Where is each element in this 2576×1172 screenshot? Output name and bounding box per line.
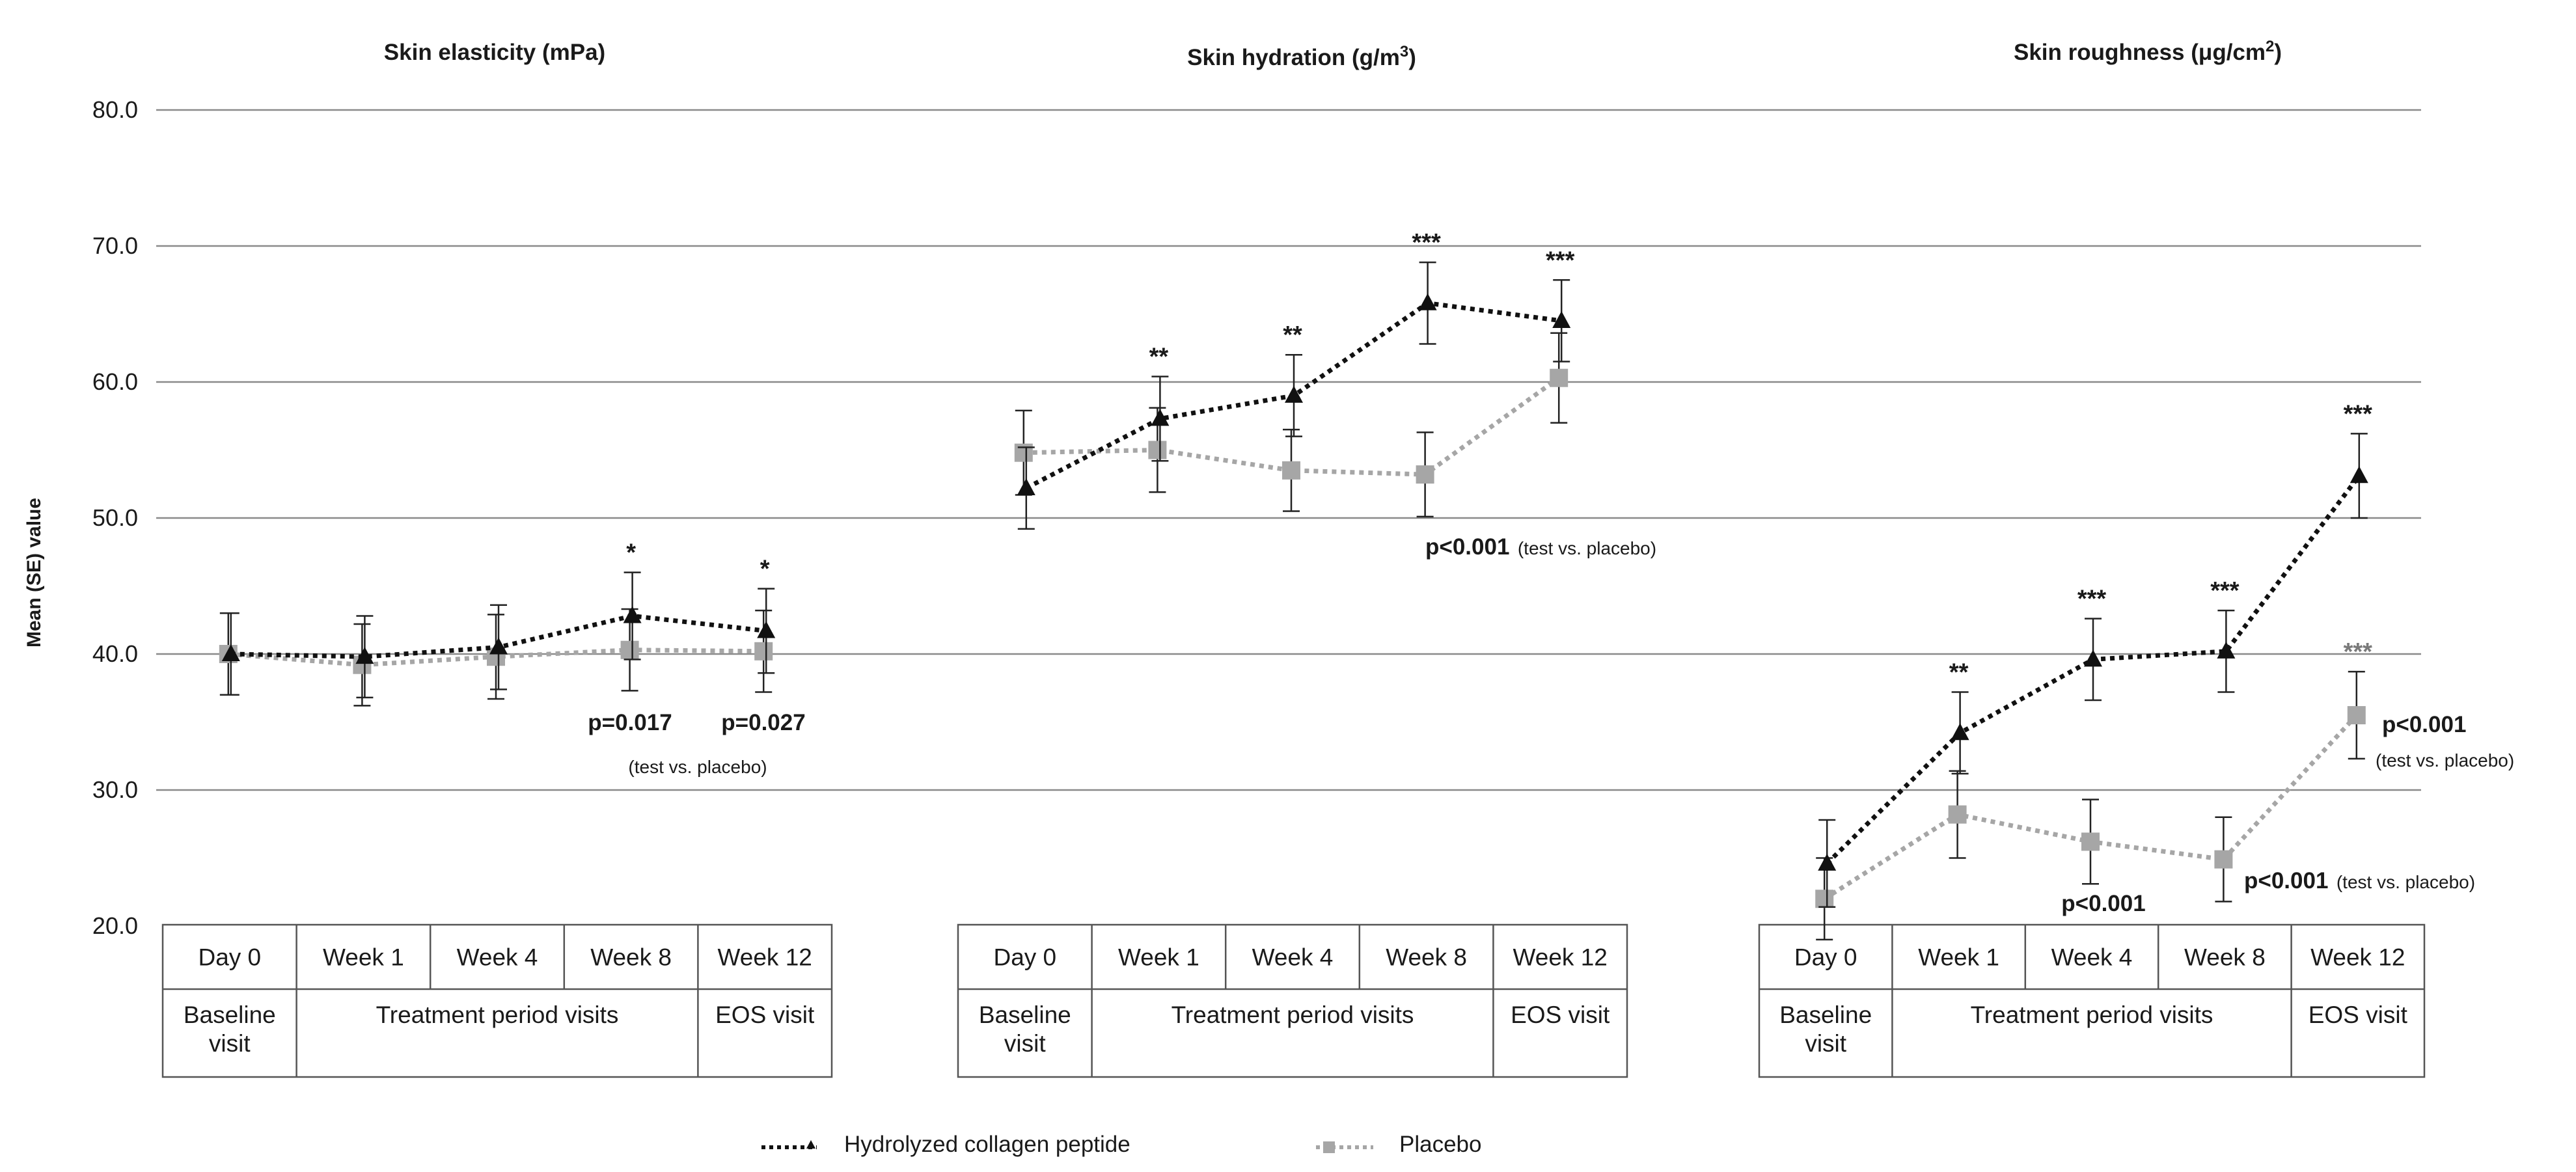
data-point-hcp xyxy=(757,621,776,638)
significance-stars: ** xyxy=(1283,321,1302,349)
visit-group-baseline: Baseline visit xyxy=(979,1002,1071,1057)
visit-group-baseline: Baseline visit xyxy=(184,1002,276,1057)
data-point-hcp xyxy=(1818,853,1837,871)
label-layer: 80.0 70.0 60.0 50.0 40.0 30.0 20.0 Day 0 Week 1 W… xyxy=(92,96,2408,1057)
data-point-placebo xyxy=(1948,805,1967,824)
annotation-roughness-week8: p<0.001 (test vs. placebo) xyxy=(2244,868,2475,893)
panel-title-elasticity: Skin elasticity (mPa) xyxy=(384,40,605,65)
data-point-hcp xyxy=(1552,310,1571,328)
data-point-placebo xyxy=(1815,890,1834,908)
data-point-placebo xyxy=(1282,461,1300,480)
data-point-hcp xyxy=(355,647,374,664)
data-point-hcp xyxy=(221,644,240,661)
y-axis-label: Mean (SE) value xyxy=(23,498,45,647)
y-tick-label: 70.0 xyxy=(92,232,138,259)
data-point-hcp xyxy=(2084,649,2102,667)
significance-stars: * xyxy=(760,556,770,583)
significance-stars: *** xyxy=(2210,577,2240,605)
legend-hcp-marker xyxy=(806,1140,815,1149)
data-point-hcp xyxy=(623,606,642,623)
x-category-label: Week 8 xyxy=(1386,944,1467,971)
data-point-placebo xyxy=(2347,706,2366,725)
y-tick-label: 40.0 xyxy=(92,640,138,667)
visit-group-eos: EOS visit xyxy=(2309,1002,2408,1028)
series-layer xyxy=(219,261,2368,941)
x-category-label: Week 1 xyxy=(323,944,404,971)
panel-title-hydration: Skin hydration (g/m3) xyxy=(1187,43,1416,71)
significance-stars-placebo: *** xyxy=(2344,638,2373,666)
significance-stars: *** xyxy=(1546,247,1575,274)
x-category-label: Week 8 xyxy=(590,944,672,971)
x-category-label: Week 12 xyxy=(1513,944,1608,971)
data-point-hcp xyxy=(2217,641,2236,659)
visit-group-eos: EOS visit xyxy=(1511,1002,1610,1028)
annotation-elasticity-p1: p=0.017 xyxy=(588,710,672,735)
y-tick-label: 60.0 xyxy=(92,368,138,395)
visit-group-treatment: Treatment period visits xyxy=(1172,1002,1414,1028)
x-category-label: Week 12 xyxy=(718,944,812,971)
data-point-placebo xyxy=(2214,850,2233,869)
x-category-label: Day 0 xyxy=(1794,944,1857,971)
x-category-label: Day 0 xyxy=(198,944,261,971)
visit-group-eos: EOS visit xyxy=(715,1002,815,1028)
x-category-label: Week 4 xyxy=(2051,944,2133,971)
y-tick-label: 50.0 xyxy=(92,504,138,531)
x-category-label: Week 12 xyxy=(2310,944,2405,971)
visit-table-border xyxy=(1758,923,2426,1078)
data-point-hcp xyxy=(1418,293,1437,310)
significance-stars: ** xyxy=(1949,659,1969,687)
visit-table-border xyxy=(161,923,833,1078)
data-point-hcp xyxy=(2350,466,2368,484)
legend-hcp-label: Hydrolyzed collagen peptide xyxy=(844,1132,1130,1157)
series-line-placebo xyxy=(1023,375,1561,477)
significance-stars: * xyxy=(626,539,636,567)
x-category-label: Week 1 xyxy=(1118,944,1199,971)
x-category-label: Week 1 xyxy=(1918,944,1999,971)
data-point-placebo xyxy=(1416,465,1434,484)
gridlines xyxy=(156,109,2421,791)
data-point-hcp xyxy=(1151,409,1170,426)
visit-table-border xyxy=(957,923,1628,1078)
data-point-placebo xyxy=(1550,368,1569,387)
significance-stars: *** xyxy=(2344,400,2373,428)
significance-stars: ** xyxy=(1149,344,1169,371)
legend-placebo-label: Placebo xyxy=(1399,1132,1481,1157)
data-point-placebo xyxy=(2081,832,2100,851)
annotation-roughness-week4: p<0.001 xyxy=(2061,891,2145,916)
panel-title-roughness: Skin roughness (μg/cm2) xyxy=(2014,38,2282,66)
x-category-label: Week 8 xyxy=(2184,944,2266,971)
legend-placebo-marker xyxy=(1323,1141,1335,1153)
x-category-label: Day 0 xyxy=(993,944,1056,971)
annotation-roughness-week12: p<0.001 xyxy=(2382,712,2466,737)
legend: Hydrolyzed collagen peptide Placebo xyxy=(761,1132,1481,1157)
data-point-placebo xyxy=(1148,441,1167,459)
data-point-hcp xyxy=(1951,723,1969,741)
y-tick-label: 20.0 xyxy=(92,912,138,939)
significance-stars: *** xyxy=(2077,586,2107,613)
visit-tables xyxy=(161,923,2426,1078)
data-point-placebo xyxy=(620,640,639,659)
annotation-elasticity-note: (test vs. placebo) xyxy=(628,757,767,777)
data-point-hcp xyxy=(1017,478,1035,496)
annotation-elasticity-p2: p=0.027 xyxy=(721,710,805,735)
annotation-hydration: p<0.001 (test vs. placebo) xyxy=(1425,534,1656,560)
visit-group-treatment: Treatment period visits xyxy=(376,1002,619,1028)
x-category-label: Week 4 xyxy=(1252,944,1334,971)
visit-group-treatment: Treatment period visits xyxy=(1971,1002,2213,1028)
data-point-placebo xyxy=(754,642,773,661)
data-point-placebo xyxy=(1014,443,1033,462)
significance-stars: *** xyxy=(1412,229,1441,256)
y-tick-label: 30.0 xyxy=(92,776,138,803)
data-point-hcp xyxy=(1285,385,1303,403)
y-tick-label: 80.0 xyxy=(92,96,138,123)
x-category-label: Week 4 xyxy=(457,944,538,971)
data-point-hcp xyxy=(489,637,508,655)
visit-group-baseline: Baseline visit xyxy=(1779,1002,1872,1057)
annotation-roughness-week12-note: (test vs. placebo) xyxy=(2376,750,2514,770)
